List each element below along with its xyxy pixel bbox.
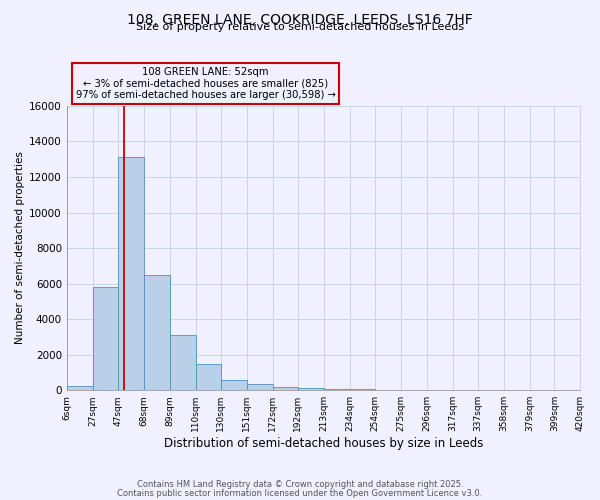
Bar <box>170 335 196 390</box>
Y-axis label: Number of semi-detached properties: Number of semi-detached properties <box>15 152 25 344</box>
Text: 108 GREEN LANE: 52sqm
← 3% of semi-detached houses are smaller (825)
97% of semi: 108 GREEN LANE: 52sqm ← 3% of semi-detac… <box>76 67 335 100</box>
Bar <box>221 380 247 390</box>
Bar <box>247 384 273 390</box>
X-axis label: Distribution of semi-detached houses by size in Leeds: Distribution of semi-detached houses by … <box>164 437 484 450</box>
Text: Contains HM Land Registry data © Crown copyright and database right 2025.: Contains HM Land Registry data © Crown c… <box>137 480 463 489</box>
Text: 108, GREEN LANE, COOKRIDGE, LEEDS, LS16 7HF: 108, GREEN LANE, COOKRIDGE, LEEDS, LS16 … <box>127 12 473 26</box>
Bar <box>93 287 118 390</box>
Bar <box>298 388 323 390</box>
Text: Size of property relative to semi-detached houses in Leeds: Size of property relative to semi-detach… <box>136 22 464 32</box>
Bar <box>196 364 221 390</box>
Bar <box>273 386 298 390</box>
Bar <box>67 386 93 390</box>
Bar <box>118 158 144 390</box>
Text: Contains public sector information licensed under the Open Government Licence v3: Contains public sector information licen… <box>118 488 482 498</box>
Bar <box>144 274 170 390</box>
Bar <box>323 389 350 390</box>
